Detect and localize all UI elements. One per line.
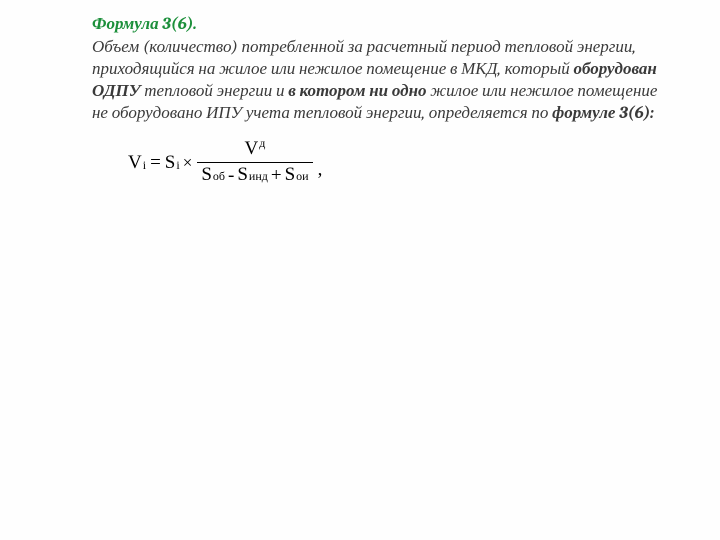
formula-heading: Формула 3(6). (92, 14, 680, 35)
var-s: S (237, 165, 248, 184)
superscript-ob: об (213, 170, 225, 182)
plus: + (271, 165, 282, 187)
description-paragraph: Объем (количество) потребленной за расче… (92, 37, 662, 124)
subscript-i: i (176, 159, 179, 171)
var-v: V (245, 138, 259, 160)
times-symbol: × (183, 153, 193, 173)
var-v: V (128, 153, 142, 172)
formula-block: V i = S i × V д S об - (128, 138, 680, 187)
fraction: V д S об - S инд + S ои (197, 138, 312, 187)
term-s-oi: S ои (285, 165, 309, 184)
subscript-i: i (143, 159, 146, 171)
var-s: S (201, 165, 212, 184)
var-s: S (285, 165, 296, 184)
text-run: тепловой энергии и (141, 82, 289, 101)
term-vi: V i (128, 153, 146, 172)
superscript-ind: инд (249, 170, 268, 182)
bold-run: в котором ни одно (288, 82, 426, 101)
minus: - (228, 165, 234, 187)
trailing-comma: , (318, 159, 323, 181)
term-si: S i (165, 153, 180, 172)
bold-run: формуле 3(6): (552, 104, 654, 123)
term-s-ob: S об (201, 165, 225, 184)
text-run: Объем (количество) потребленной за расче… (92, 38, 636, 79)
superscript-d: д (259, 136, 265, 151)
numerator: V д (239, 138, 272, 162)
term-s-ind: S инд (237, 165, 268, 184)
slide: Формула 3(6). Объем (количество) потребл… (0, 0, 720, 540)
superscript-oi: ои (296, 170, 308, 182)
equals: = (150, 152, 161, 174)
denominator: S об - S инд + S ои (197, 162, 312, 187)
var-s: S (165, 153, 176, 172)
formula: V i = S i × V д S об - (128, 138, 322, 187)
